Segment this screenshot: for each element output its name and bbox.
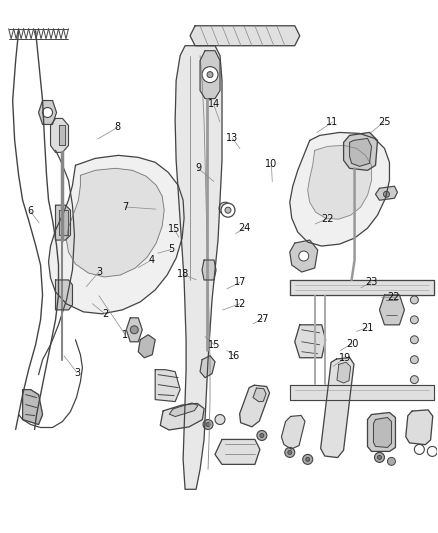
- Polygon shape: [253, 388, 266, 402]
- Circle shape: [257, 431, 267, 440]
- Text: 25: 25: [378, 117, 390, 127]
- Polygon shape: [321, 358, 354, 457]
- Circle shape: [215, 415, 225, 424]
- Text: 3: 3: [96, 267, 102, 277]
- Text: 19: 19: [339, 353, 351, 363]
- Text: 8: 8: [115, 122, 121, 132]
- Circle shape: [202, 67, 218, 83]
- Polygon shape: [170, 403, 198, 416]
- Polygon shape: [290, 132, 389, 246]
- Circle shape: [225, 207, 231, 213]
- Text: 20: 20: [346, 338, 358, 349]
- Polygon shape: [202, 260, 216, 280]
- Circle shape: [42, 108, 53, 117]
- Circle shape: [303, 455, 313, 464]
- Text: 4: 4: [148, 255, 154, 265]
- Text: 22: 22: [387, 292, 400, 302]
- Polygon shape: [175, 46, 222, 489]
- Text: 18: 18: [177, 270, 189, 279]
- Circle shape: [410, 336, 418, 344]
- Text: 15: 15: [168, 224, 180, 235]
- Polygon shape: [59, 210, 68, 235]
- Polygon shape: [155, 370, 180, 401]
- Circle shape: [410, 376, 418, 384]
- Polygon shape: [200, 51, 220, 99]
- Text: 24: 24: [238, 223, 251, 233]
- Polygon shape: [190, 26, 300, 46]
- Polygon shape: [23, 390, 42, 424]
- Circle shape: [299, 251, 309, 261]
- Polygon shape: [240, 385, 269, 427]
- Circle shape: [223, 206, 227, 210]
- Circle shape: [206, 423, 210, 426]
- Circle shape: [285, 447, 295, 457]
- Polygon shape: [367, 413, 396, 451]
- Text: 10: 10: [265, 159, 278, 169]
- Polygon shape: [337, 362, 350, 383]
- Polygon shape: [56, 280, 72, 310]
- Polygon shape: [215, 439, 260, 464]
- Polygon shape: [290, 385, 434, 400]
- Text: 22: 22: [321, 214, 333, 224]
- Text: 16: 16: [228, 351, 240, 361]
- Text: 11: 11: [326, 117, 339, 127]
- Circle shape: [221, 203, 235, 217]
- Text: 12: 12: [234, 298, 246, 309]
- Text: 21: 21: [361, 322, 374, 333]
- Polygon shape: [350, 139, 371, 166]
- Circle shape: [410, 316, 418, 324]
- Polygon shape: [49, 155, 184, 314]
- Polygon shape: [67, 168, 164, 277]
- Text: 2: 2: [102, 309, 109, 319]
- Circle shape: [260, 433, 264, 438]
- Polygon shape: [406, 410, 433, 445]
- Text: 5: 5: [168, 245, 174, 254]
- Circle shape: [410, 356, 418, 364]
- Polygon shape: [374, 417, 392, 447]
- Circle shape: [427, 447, 437, 456]
- Polygon shape: [56, 205, 71, 240]
- Text: 9: 9: [195, 163, 201, 173]
- Text: 7: 7: [122, 202, 128, 212]
- Text: 23: 23: [365, 278, 377, 287]
- Polygon shape: [160, 403, 204, 430]
- Circle shape: [414, 445, 424, 455]
- Circle shape: [207, 71, 213, 78]
- Polygon shape: [295, 325, 326, 358]
- Polygon shape: [200, 356, 215, 378]
- Text: 14: 14: [208, 100, 220, 109]
- Polygon shape: [282, 415, 305, 449]
- Circle shape: [410, 296, 418, 304]
- Circle shape: [378, 455, 381, 459]
- Text: 17: 17: [234, 278, 246, 287]
- Circle shape: [130, 326, 138, 334]
- Polygon shape: [50, 118, 68, 152]
- Circle shape: [288, 450, 292, 455]
- Polygon shape: [308, 146, 371, 219]
- Text: 13: 13: [226, 133, 238, 143]
- Circle shape: [219, 202, 231, 214]
- Text: 27: 27: [256, 313, 269, 324]
- Circle shape: [203, 419, 213, 430]
- Text: 6: 6: [27, 206, 33, 216]
- Text: 1: 1: [122, 329, 128, 340]
- Polygon shape: [379, 295, 404, 325]
- Polygon shape: [375, 186, 397, 200]
- Polygon shape: [59, 125, 66, 146]
- Circle shape: [384, 191, 389, 197]
- Text: 15: 15: [208, 340, 221, 350]
- Polygon shape: [138, 335, 155, 358]
- Polygon shape: [290, 240, 318, 272]
- Text: 3: 3: [74, 368, 80, 378]
- Circle shape: [306, 457, 310, 462]
- Circle shape: [374, 453, 385, 462]
- Polygon shape: [126, 318, 142, 342]
- Polygon shape: [343, 132, 378, 171]
- Circle shape: [388, 457, 396, 465]
- Polygon shape: [290, 280, 434, 295]
- Polygon shape: [39, 101, 57, 124]
